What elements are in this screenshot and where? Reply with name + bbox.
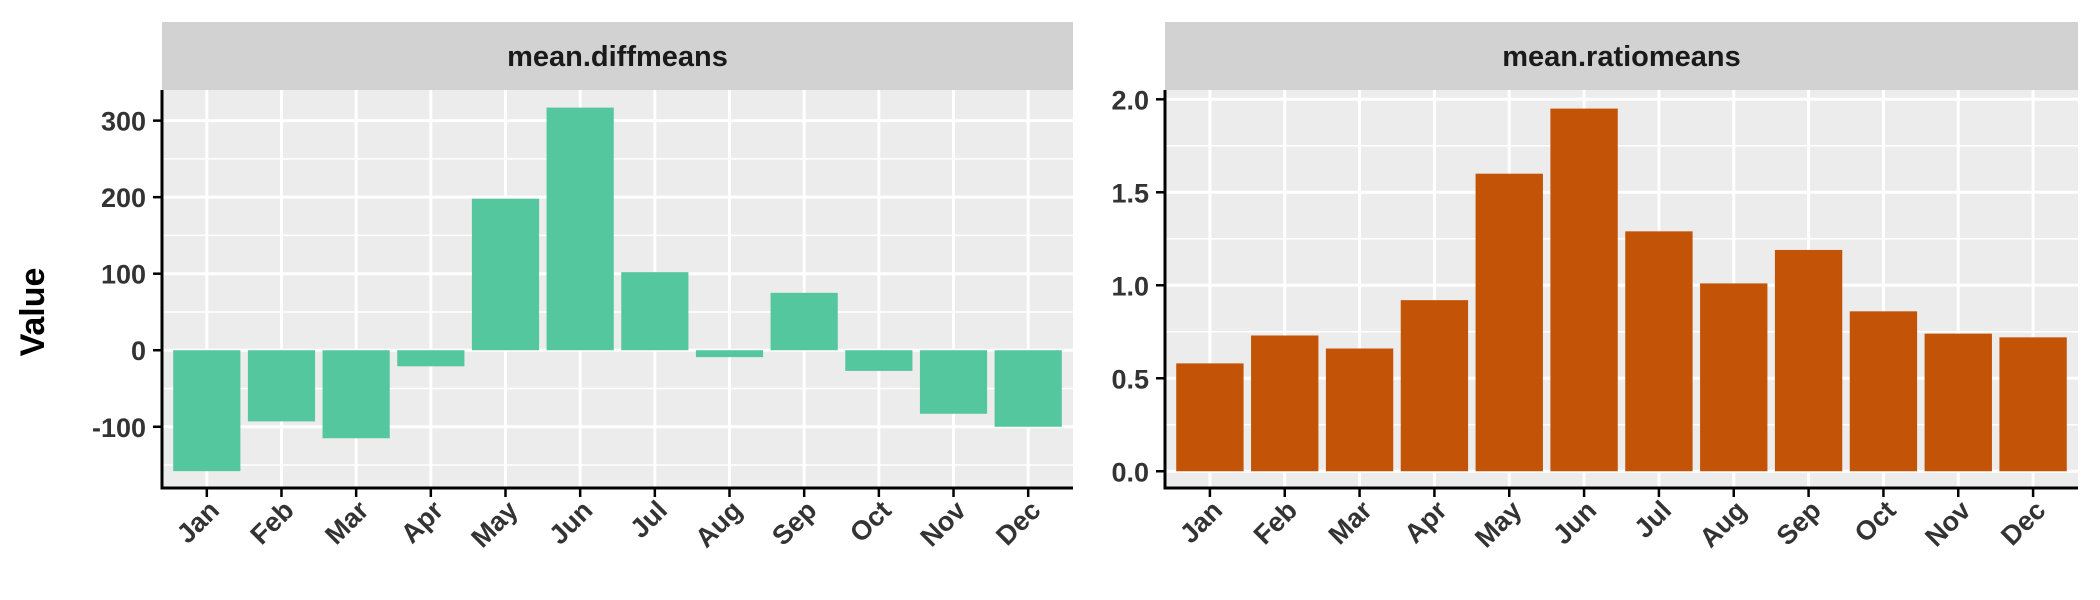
x-tick-label: Dec — [1995, 495, 2051, 551]
x-tick-label: Mar — [319, 495, 375, 551]
plot-background — [162, 90, 1073, 488]
x-tick-label: Oct — [1849, 495, 1902, 548]
x-tick-label: Jan — [1174, 495, 1228, 549]
x-tick-label: Jun — [543, 495, 598, 550]
y-tick-label: 200 — [101, 183, 146, 213]
x-tick-label: Feb — [245, 495, 300, 550]
bar-mar — [1325, 348, 1394, 472]
bar-dec — [994, 350, 1062, 427]
bar-oct — [845, 350, 913, 371]
panel-1: mean.diffmeans -100 0 100 200 300 Jan Feb Mar Apr… — [92, 22, 1073, 553]
facet-strip — [162, 22, 1073, 90]
x-tick-label: Jan — [171, 495, 225, 549]
facet-title: mean.diffmeans — [507, 41, 728, 73]
bar-nov — [1924, 333, 1992, 472]
bar-jan — [1176, 363, 1244, 472]
x-tick-label: Apr — [1399, 495, 1453, 549]
x-tick-label: Dec — [990, 495, 1046, 551]
x-tick-label: Feb — [1248, 495, 1303, 550]
bar-aug — [695, 350, 764, 358]
bar-apr — [397, 350, 465, 367]
bar-mar — [322, 350, 390, 439]
panel-2: mean.ratiomeans 0.0 0.5 1.0 1.5 2.0 Jan Feb Mar A… — [1111, 22, 2078, 553]
bar-jun — [546, 107, 614, 351]
bar-jan — [173, 350, 241, 472]
x-tick-label: Sep — [766, 495, 822, 551]
bar-aug — [1700, 283, 1768, 472]
bar-jul — [1625, 231, 1693, 472]
y-tick-label: 1.0 — [1111, 271, 1149, 301]
x-tick-label: May — [1469, 495, 1527, 553]
y-axis-title: Value — [14, 268, 52, 357]
bar-oct — [1849, 311, 1918, 472]
x-tick-label: Jul — [624, 495, 673, 544]
x-tick-label: May — [465, 495, 523, 553]
y-tick-label: 300 — [101, 107, 146, 137]
x-tick-label: Aug — [689, 495, 747, 553]
x-tick-label: Oct — [844, 495, 897, 548]
y-tick-label: 0.0 — [1111, 457, 1149, 487]
bar-may — [471, 198, 540, 351]
x-tick-label: Aug — [1694, 495, 1752, 553]
bar-dec — [1999, 337, 2067, 472]
bar-feb — [1251, 335, 1319, 472]
y-tick-label: 1.5 — [1111, 178, 1149, 208]
x-tick-label: Jul — [1628, 495, 1677, 544]
x-tick-label: Jun — [1547, 495, 1602, 550]
bar-jun — [1550, 108, 1618, 472]
y-tick-label: 0.5 — [1111, 364, 1149, 394]
bar-may — [1475, 173, 1543, 472]
x-tick-label: Mar — [1323, 495, 1379, 551]
y-tick-label: -100 — [92, 413, 146, 443]
bar-nov — [919, 350, 988, 414]
facet-strip — [1165, 22, 2078, 90]
facet-title: mean.ratiomeans — [1502, 41, 1741, 73]
bar-jul — [621, 272, 689, 351]
y-tick-label: 100 — [101, 260, 146, 290]
x-tick-label: Sep — [1771, 495, 1827, 551]
bar-feb — [247, 350, 316, 422]
x-tick-label: Nov — [914, 495, 971, 552]
bar-apr — [1400, 300, 1469, 472]
x-tick-label: Nov — [1919, 495, 1976, 552]
y-tick-label: 2.0 — [1111, 85, 1149, 115]
bar-sep — [770, 292, 838, 351]
y-tick-label: 0 — [131, 336, 146, 366]
x-tick-label: Apr — [395, 495, 449, 549]
bar-sep — [1774, 249, 1843, 472]
